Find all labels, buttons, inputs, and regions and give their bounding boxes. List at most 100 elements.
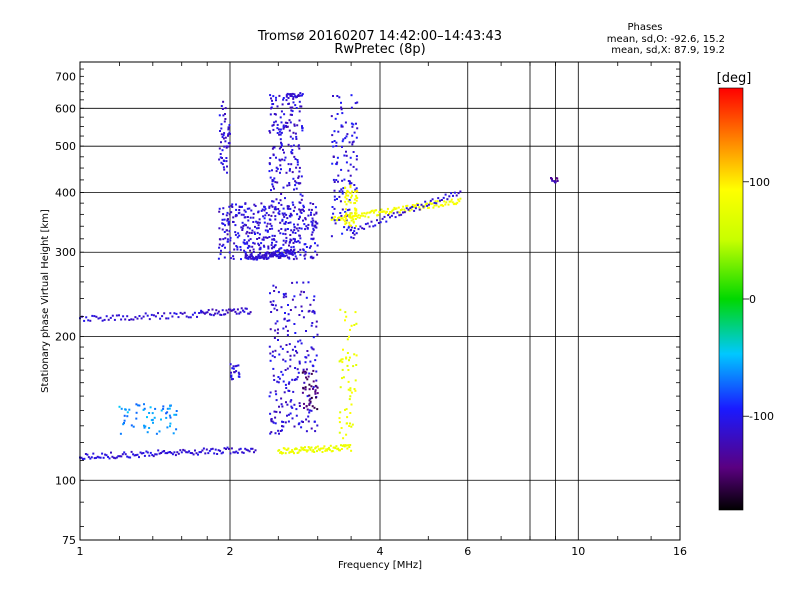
data-point: [263, 257, 266, 260]
data-point: [355, 196, 358, 199]
data-point: [219, 130, 221, 132]
data-point: [309, 400, 312, 403]
data-point: [279, 252, 281, 255]
data-point: [242, 309, 244, 312]
data-point: [132, 453, 135, 456]
data-point: [102, 456, 105, 459]
data-point: [306, 449, 309, 452]
data-point: [271, 205, 274, 208]
data-point: [286, 122, 289, 124]
data-point: [268, 162, 271, 165]
data-point: [287, 447, 290, 450]
data-point: [310, 237, 313, 240]
data-point: [308, 394, 311, 397]
data-point: [341, 358, 344, 361]
data-point: [154, 453, 157, 456]
data-point: [252, 241, 255, 244]
data-point: [275, 208, 277, 211]
data-point: [314, 389, 317, 392]
data-point: [405, 205, 408, 207]
data-point: [274, 120, 277, 123]
data-point: [344, 200, 347, 203]
data-point: [281, 420, 283, 423]
data-point: [272, 421, 275, 424]
data-point: [353, 230, 356, 233]
data-point: [278, 449, 281, 452]
data-point: [275, 253, 278, 256]
data-point: [252, 216, 255, 219]
data-point: [341, 145, 343, 148]
data-point: [296, 163, 299, 166]
data-point: [309, 360, 312, 363]
data-point: [280, 110, 283, 113]
data-point: [118, 314, 120, 317]
data-point: [239, 248, 242, 251]
data-point: [193, 311, 196, 314]
data-point: [122, 423, 125, 426]
data-point: [316, 392, 319, 395]
data-point: [432, 206, 435, 209]
data-point: [306, 350, 309, 352]
data-point: [313, 451, 316, 453]
data-point: [306, 395, 309, 398]
data-point: [354, 212, 356, 215]
data-point: [243, 249, 246, 252]
data-point: [335, 145, 338, 147]
data-point: [351, 141, 354, 144]
data-point: [239, 311, 242, 314]
data-point: [315, 226, 318, 229]
data-point: [269, 391, 272, 394]
data-point: [333, 195, 336, 198]
data-point: [218, 147, 221, 150]
data-point: [266, 236, 269, 239]
data-point: [379, 211, 382, 213]
data-point: [159, 317, 162, 320]
data-point: [228, 142, 231, 145]
data-point: [85, 316, 88, 319]
data-point: [295, 107, 298, 109]
data-point: [342, 437, 345, 440]
data-point: [143, 454, 146, 457]
y-tick-label: 300: [55, 246, 76, 259]
data-point: [226, 229, 228, 232]
data-point: [305, 430, 308, 433]
data-point: [383, 215, 386, 218]
data-point: [310, 324, 313, 327]
data-point: [312, 229, 315, 232]
data-point: [150, 313, 153, 316]
data-point: [140, 317, 143, 320]
data-point: [353, 353, 356, 356]
data-point: [276, 332, 279, 335]
data-point: [334, 447, 337, 450]
data-point: [315, 325, 318, 328]
data-point: [289, 135, 292, 138]
data-point: [297, 340, 300, 343]
data-point: [350, 94, 353, 97]
data-point: [213, 452, 216, 455]
data-point: [355, 187, 358, 190]
data-point: [290, 239, 293, 242]
data-point: [136, 317, 139, 320]
data-point: [258, 218, 261, 221]
data-point: [372, 225, 375, 228]
data-point: [316, 450, 318, 453]
data-point: [309, 397, 312, 400]
data-point: [237, 364, 240, 367]
data-point: [311, 257, 314, 260]
data-point: [285, 344, 288, 346]
data-point: [277, 229, 280, 232]
data-point: [289, 95, 292, 97]
data-point: [344, 196, 347, 199]
data-point: [295, 447, 298, 450]
data-point: [315, 370, 318, 373]
data-point: [341, 377, 343, 380]
data-point: [316, 408, 319, 411]
data-point: [314, 250, 317, 253]
data-point: [405, 207, 408, 210]
data-point: [304, 253, 307, 256]
data-point: [228, 131, 231, 134]
data-point: [344, 311, 347, 314]
data-point: [402, 211, 404, 214]
data-point: [301, 129, 304, 132]
data-point: [341, 112, 344, 115]
